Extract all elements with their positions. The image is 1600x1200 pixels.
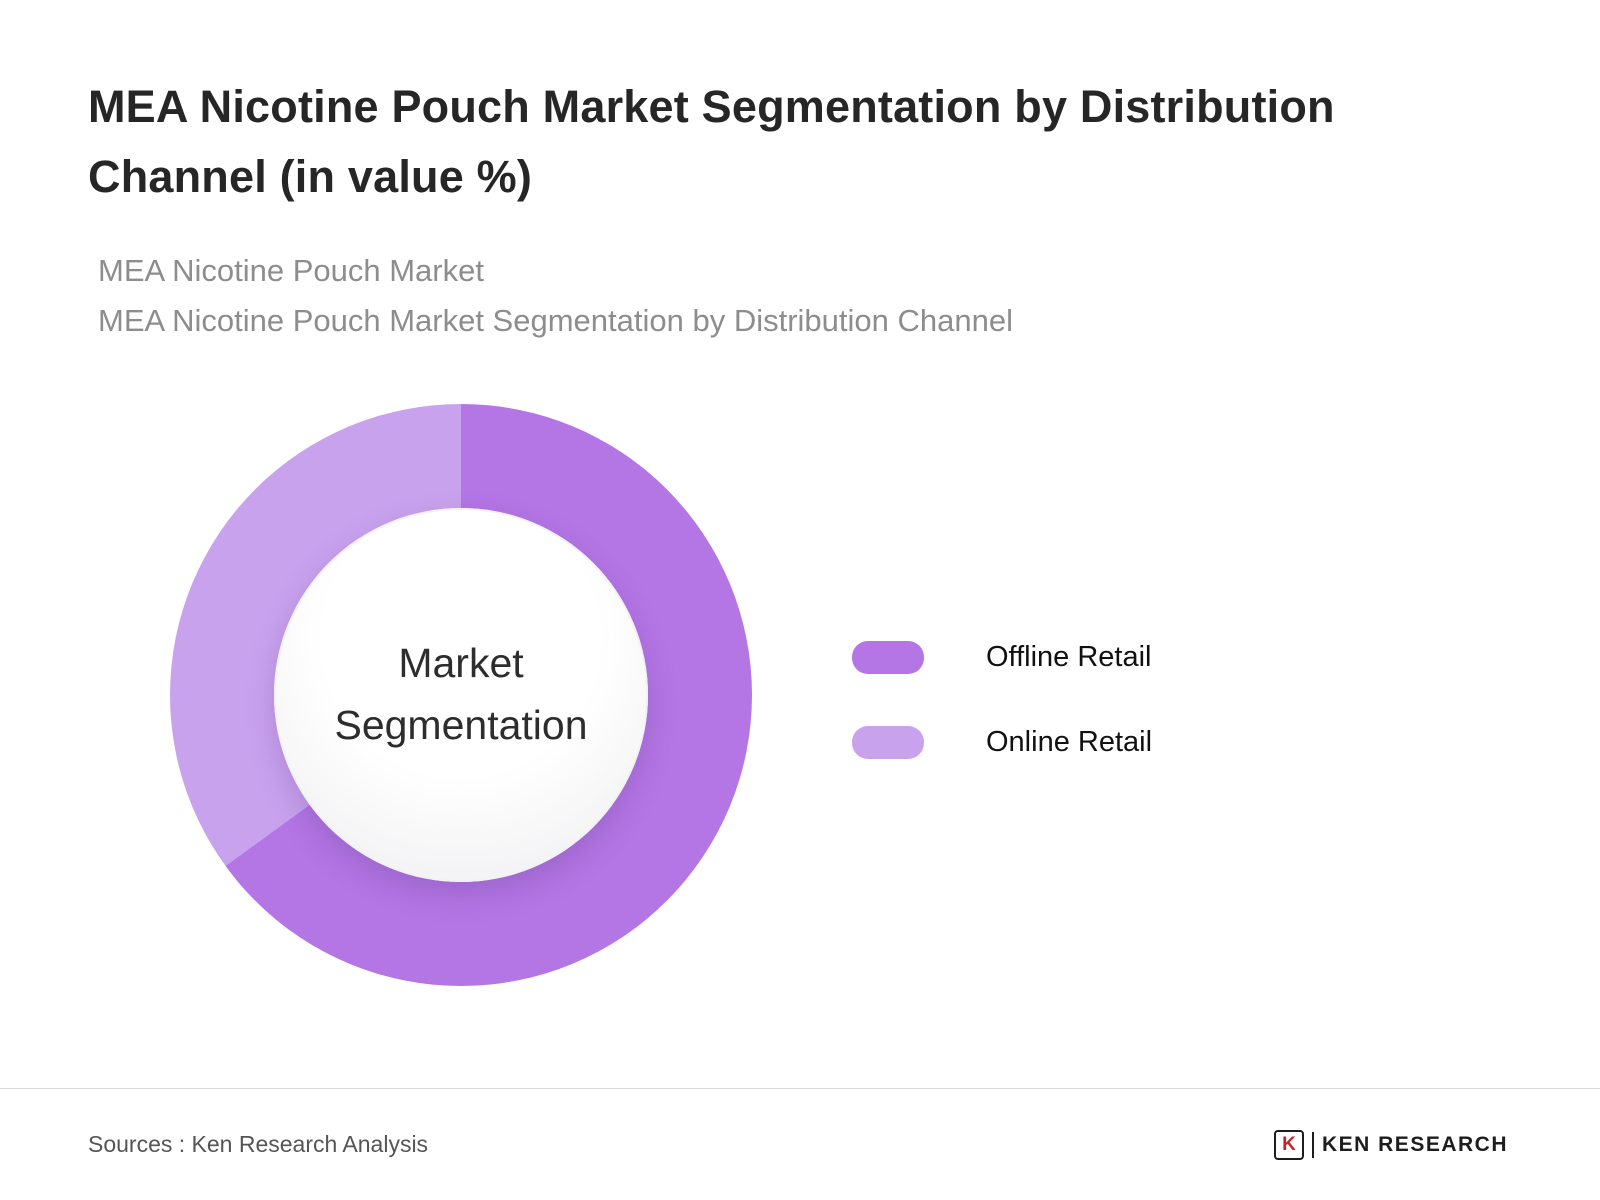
ken-research-logo: K KEN RESEARCH <box>1273 1129 1508 1160</box>
sources-text: Sources : Ken Research Analysis <box>88 1131 429 1157</box>
ken-research-logo-text: KEN RESEARCH <box>1321 1132 1508 1156</box>
page-title: MEA Nicotine Pouch Market Segmentation b… <box>88 81 1335 202</box>
header: MEA Nicotine Pouch Market Segmentation b… <box>0 0 1600 346</box>
legend-label-online-retail: Online Retail <box>986 725 1153 758</box>
donut-center-label: Market Segmentation <box>334 640 588 748</box>
legend-item-online-retail: Online Retail <box>852 725 1153 759</box>
donut-chart: Market Segmentation <box>170 403 752 986</box>
chart-legend: Offline Retail Online Retail <box>852 640 1153 759</box>
subtitle-line-2: MEA Nicotine Pouch Market Segmentation b… <box>98 302 1013 338</box>
subtitle-line-1: MEA Nicotine Pouch Market <box>98 252 484 288</box>
legend-label-offline-retail: Offline Retail <box>986 640 1152 673</box>
footer: Sources : Ken Research Analysis K KEN RE… <box>0 1088 1600 1200</box>
chart-area: Market Segmentation Offline Retail Onlin… <box>170 403 1600 986</box>
subtitles: MEA Nicotine Pouch Market MEA Nicotine P… <box>98 246 1510 346</box>
legend-item-offline-retail: Offline Retail <box>852 640 1152 674</box>
logo-divider <box>1311 1131 1314 1158</box>
legend-swatch-online-retail <box>852 725 924 759</box>
ken-research-logo-icon: K <box>1273 1129 1304 1160</box>
legend-swatch-offline-retail <box>852 640 924 674</box>
donut-center: Market Segmentation <box>274 507 648 882</box>
